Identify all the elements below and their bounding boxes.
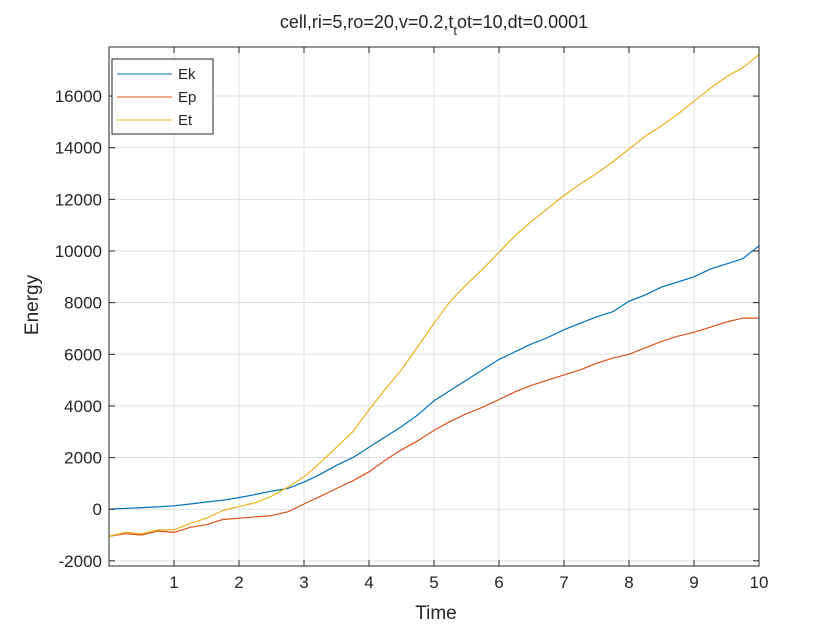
y-tick-label: 4000 [64,397,102,416]
series-layer [108,54,760,537]
chart-title-rest: ot=10,dt=0.0001 [457,12,588,32]
y-tick-label: 14000 [55,139,102,158]
chart-title-subscript: t [453,23,457,38]
legend-label-ep: Ep [178,89,196,106]
x-tick-label: 5 [429,573,438,592]
grid [109,47,760,566]
y-tick-label: 12000 [55,190,102,209]
x-tick-label: 6 [494,573,503,592]
legend-label-ek: Ek [178,66,196,83]
x-tick-label: 9 [689,573,698,592]
y-tick-label: 2000 [64,449,102,468]
legend-label-et: Et [178,112,193,129]
x-tick-label: 8 [624,573,633,592]
chart-title: cell,ri=5,ro=20,v=0.2,ttot=10,dt=0.0001 [280,12,588,38]
x-tick-label: 3 [299,573,308,592]
series-line-ep [108,317,759,537]
tick-labels: 1 2 3 4 5 6 7 8 9 10 -2000 0 2000 4000 6000 8000 10000 12… [55,87,769,592]
x-axis-label: Time [415,603,457,624]
x-tick-label: 2 [234,573,243,592]
y-tick-label: 6000 [64,345,102,364]
x-tick-label: 4 [364,573,373,592]
y-tick-label: 8000 [64,294,102,313]
legend: Ek Ep Et [111,58,214,135]
series-line-ek [108,245,760,510]
x-tick-label: 1 [169,573,178,592]
y-tick-label: 10000 [55,242,102,261]
y-tick-label: 16000 [55,87,102,106]
y-tick-label: 0 [93,500,102,519]
y-axis-label: Energy [22,274,43,335]
x-tick-label: 7 [559,573,568,592]
y-tick-label: -2000 [59,552,102,571]
series-line-et [108,54,760,537]
ticks [109,47,760,566]
chart-title-main: cell,ri=5,ro=20,v=0.2,t [280,12,454,32]
x-tick-label: 10 [750,573,769,592]
